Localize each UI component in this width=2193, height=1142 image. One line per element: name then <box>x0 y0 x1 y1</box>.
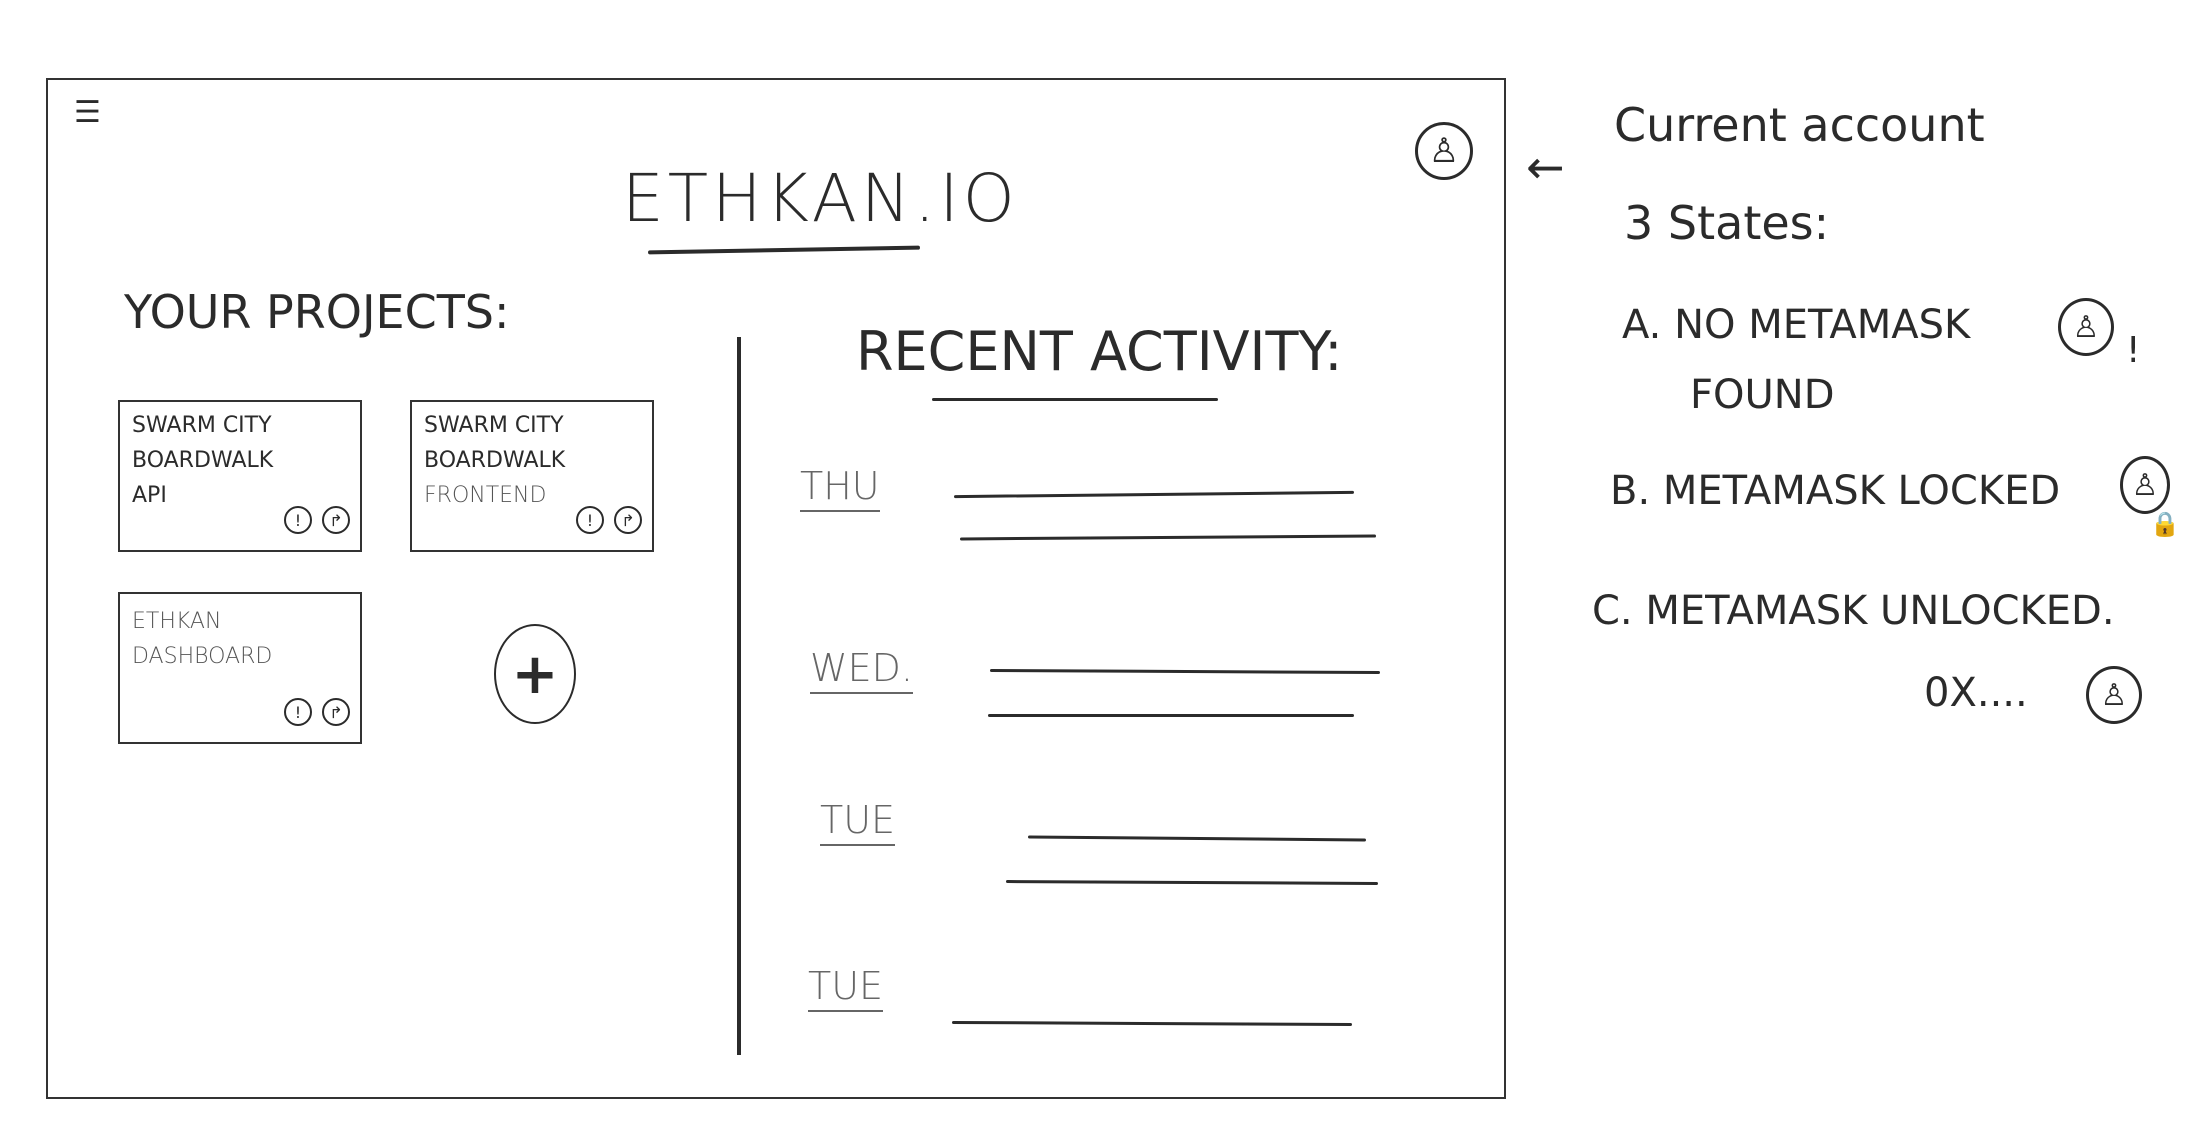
info-icon[interactable]: ! <box>284 506 312 534</box>
state-c-address: 0X.... <box>1924 670 2028 716</box>
card-line-2: BOARDWALK <box>132 448 274 473</box>
state-a-label-cont: FOUND <box>1690 372 1835 418</box>
activity-entry[interactable] <box>988 714 1354 717</box>
hamburger-menu-icon[interactable]: ☰ <box>74 95 101 130</box>
activity-entry[interactable] <box>959 534 1377 541</box>
activity-entry[interactable] <box>989 668 1381 675</box>
projects-heading: YOUR PROJECTS: <box>124 285 510 339</box>
info-icon[interactable]: ! <box>284 698 312 726</box>
person-icon: ♙ <box>2100 677 2128 713</box>
state-c-label: C. METAMASK UNLOCKED. <box>1592 588 2115 634</box>
arrow-left-icon: ← <box>1526 140 1565 194</box>
share-icon[interactable]: ↱ <box>614 506 642 534</box>
person-icon: ♙ <box>2131 467 2159 503</box>
annotation-states-label: 3 States: <box>1624 196 1830 250</box>
section-divider <box>737 337 741 1055</box>
app-title: ETHKAN.IO <box>622 160 1019 237</box>
current-account-icon[interactable]: ♙ <box>1415 122 1473 180</box>
activity-day-label: THU <box>800 464 880 512</box>
card-line-2: DASHBOARD <box>132 644 273 669</box>
unlocked-account-icon: ♙ <box>2086 666 2142 724</box>
activity-heading: RECENT ACTIVITY: <box>856 320 1343 383</box>
card-line-1: SWARM CITY <box>424 413 564 438</box>
activity-entry[interactable] <box>953 490 1355 499</box>
activity-day-label: TUE <box>808 964 884 1012</box>
person-icon: ♙ <box>2072 309 2100 345</box>
annotation-title: Current account <box>1614 98 1985 152</box>
activity-entry[interactable] <box>1005 880 1379 885</box>
no-metamask-account-icon: ♙ <box>2058 298 2114 356</box>
title-underline <box>647 245 921 255</box>
locked-account-icon: ♙ <box>2120 456 2170 514</box>
project-card-swarm-city-frontend[interactable]: SWARM CITY BOARDWALK FRONTEND ! ↱ <box>410 400 654 552</box>
card-line-3: FRONTEND <box>424 483 547 508</box>
app-frame: ☰ ♙ ETHKAN.IO YOUR PROJECTS: SWARM CITY … <box>46 78 1506 1099</box>
share-icon[interactable]: ↱ <box>322 506 350 534</box>
activity-day-label: WED. <box>810 646 913 694</box>
share-icon[interactable]: ↱ <box>322 698 350 726</box>
project-card-swarm-city-api[interactable]: SWARM CITY BOARDWALK API ! ↱ <box>118 400 362 552</box>
warning-exclamation: ! <box>2126 330 2141 371</box>
activity-entry[interactable] <box>951 1020 1353 1027</box>
account-avatar-glyph: ♙ <box>1428 131 1460 171</box>
project-card-ethkan-dashboard[interactable]: ETHKAN DASHBOARD ! ↱ <box>118 592 362 744</box>
card-actions: ! ↱ <box>284 698 350 726</box>
card-line-1: SWARM CITY <box>132 413 272 438</box>
activity-underline <box>932 398 1218 401</box>
plus-icon: + <box>511 641 559 707</box>
lock-icon: 🔒 <box>2150 510 2180 538</box>
activity-day-label: TUE <box>820 798 896 846</box>
card-actions: ! ↱ <box>284 506 350 534</box>
card-actions: ! ↱ <box>576 506 642 534</box>
card-line-1: ETHKAN <box>132 609 222 634</box>
add-project-button[interactable]: + <box>494 624 576 724</box>
activity-entry[interactable] <box>1027 835 1367 842</box>
card-line-2: BOARDWALK <box>424 448 566 473</box>
info-icon[interactable]: ! <box>576 506 604 534</box>
card-line-3: API <box>132 483 167 508</box>
state-b-label: B. METAMASK LOCKED <box>1610 468 2061 514</box>
state-a-label: A. NO METAMASK <box>1622 302 1971 348</box>
